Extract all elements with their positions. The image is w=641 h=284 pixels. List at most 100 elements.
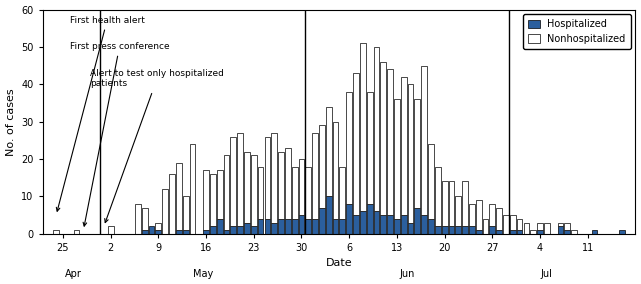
Bar [319, 208, 325, 234]
Bar [571, 230, 577, 234]
Bar [449, 181, 454, 226]
Bar [435, 226, 441, 234]
Bar [401, 77, 406, 215]
Bar [367, 204, 372, 234]
Bar [408, 223, 413, 234]
Bar [135, 204, 141, 234]
Bar [333, 219, 338, 234]
Bar [517, 219, 522, 230]
Bar [285, 219, 291, 234]
Bar [278, 152, 284, 219]
Bar [258, 166, 263, 219]
Bar [53, 230, 59, 234]
Bar [265, 219, 271, 234]
Bar [380, 62, 386, 215]
Bar [510, 230, 515, 234]
Bar [237, 133, 243, 226]
Bar [517, 230, 522, 234]
Bar [496, 208, 502, 230]
Bar [258, 219, 263, 234]
Bar [224, 230, 229, 234]
Bar [415, 99, 420, 208]
Bar [387, 69, 393, 215]
Bar [558, 226, 563, 234]
Bar [564, 223, 570, 230]
Bar [367, 92, 372, 204]
Bar [231, 137, 237, 226]
Bar [265, 137, 271, 219]
Legend: Hospitalized, Nonhospitalized: Hospitalized, Nonhospitalized [523, 14, 631, 49]
Bar [156, 223, 162, 230]
Text: Apr: Apr [65, 269, 81, 279]
Bar [299, 215, 304, 234]
Bar [360, 43, 366, 211]
Bar [476, 200, 481, 230]
Bar [455, 197, 461, 226]
Bar [319, 126, 325, 208]
X-axis label: Date: Date [326, 258, 353, 268]
Bar [415, 208, 420, 234]
Bar [312, 219, 318, 234]
Bar [490, 226, 495, 234]
Bar [544, 223, 550, 234]
Bar [469, 226, 475, 234]
Bar [619, 230, 625, 234]
Bar [312, 133, 318, 219]
Bar [271, 133, 277, 223]
Bar [285, 148, 291, 219]
Bar [176, 230, 181, 234]
Bar [210, 226, 216, 234]
Bar [183, 197, 188, 230]
Bar [176, 163, 181, 230]
Bar [537, 223, 543, 230]
Bar [374, 211, 379, 234]
Bar [558, 223, 563, 226]
Text: First health alert: First health alert [56, 16, 145, 211]
Bar [380, 215, 386, 234]
Bar [421, 66, 427, 215]
Bar [503, 215, 509, 234]
Bar [449, 226, 454, 234]
Bar [299, 159, 304, 215]
Bar [217, 219, 222, 234]
Bar [251, 155, 256, 226]
Bar [162, 189, 168, 234]
Bar [305, 166, 312, 219]
Bar [244, 152, 250, 223]
Bar [510, 215, 515, 230]
Bar [190, 144, 196, 234]
Text: Jun: Jun [399, 269, 415, 279]
Bar [394, 219, 400, 234]
Bar [224, 155, 229, 230]
Text: Alert to test only hospitalized
patients: Alert to test only hospitalized patients [90, 69, 224, 223]
Bar [353, 73, 359, 215]
Bar [156, 230, 162, 234]
Bar [142, 208, 147, 230]
Y-axis label: No. of cases: No. of cases [6, 88, 15, 156]
Bar [278, 219, 284, 234]
Bar [455, 226, 461, 234]
Bar [210, 174, 216, 226]
Bar [326, 197, 331, 234]
Bar [483, 219, 488, 234]
Bar [435, 166, 441, 226]
Bar [564, 230, 570, 234]
Bar [387, 215, 393, 234]
Bar [271, 223, 277, 234]
Bar [408, 84, 413, 223]
Bar [374, 47, 379, 211]
Bar [346, 92, 352, 204]
Text: First press conference: First press conference [70, 42, 169, 226]
Bar [360, 211, 366, 234]
Text: May: May [192, 269, 213, 279]
Bar [203, 170, 209, 230]
Bar [244, 223, 250, 234]
Text: Jul: Jul [541, 269, 553, 279]
Bar [537, 230, 543, 234]
Bar [169, 174, 175, 234]
Bar [428, 144, 434, 219]
Bar [108, 226, 113, 234]
Bar [217, 170, 222, 219]
Bar [490, 204, 495, 226]
Bar [442, 181, 447, 226]
